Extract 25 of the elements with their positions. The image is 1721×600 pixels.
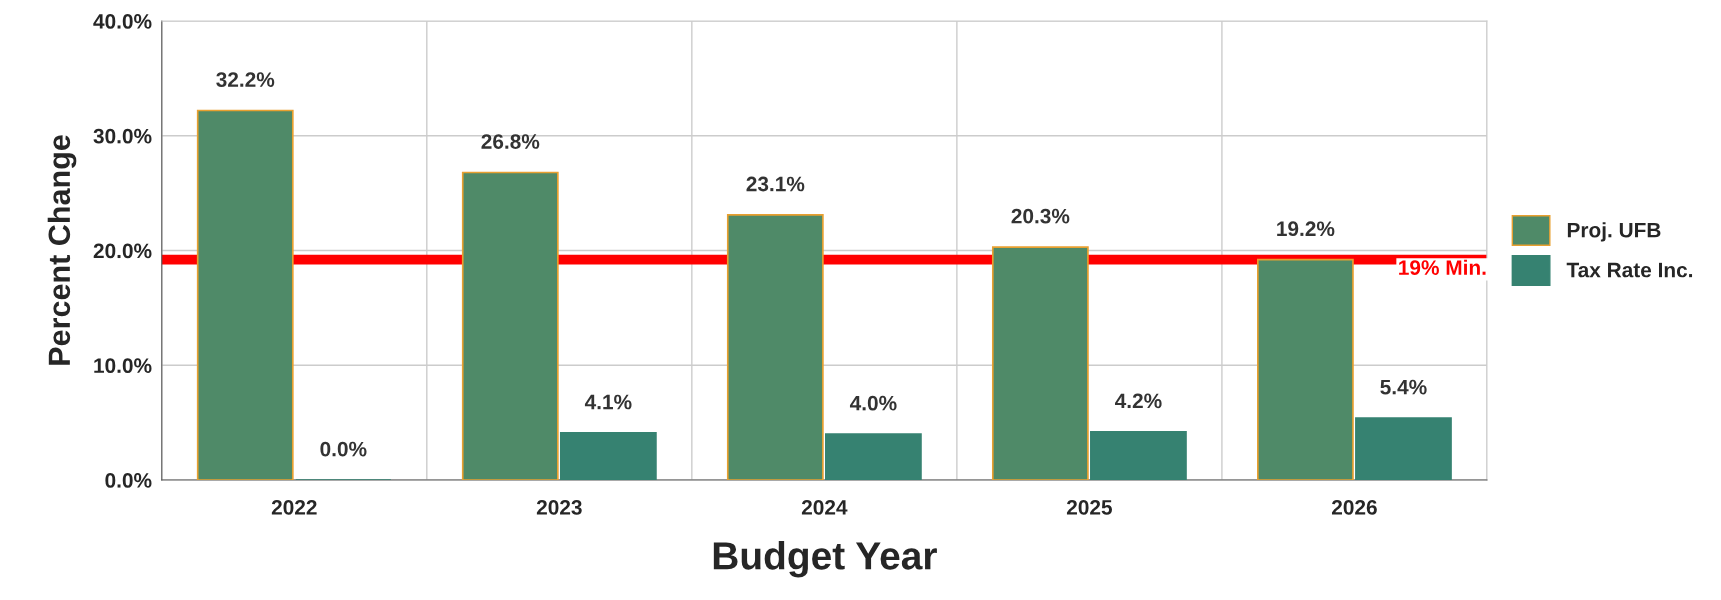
data-label: 0.0% (320, 441, 367, 457)
ref-line-label: 19% Min. (1399, 259, 1486, 275)
data-label: 26.8% (481, 134, 540, 149)
x-tick-label: 2024 (801, 499, 848, 515)
y-axis-title: Percent Change (47, 135, 77, 365)
data-label: 19.2% (1277, 221, 1335, 237)
y-tick-label: 10.0% (94, 358, 152, 373)
data-label: 5.4% (1380, 379, 1427, 395)
y-tick-label: 40.0% (93, 14, 152, 29)
data-label: 32.2% (216, 72, 275, 87)
x-tick-label: 2022 (271, 499, 317, 515)
x-tick-label: 2026 (1331, 499, 1377, 515)
data-label: 4.1% (584, 394, 632, 410)
x-axis-title: Budget Year (713, 541, 937, 578)
data-label: 20.3% (1011, 208, 1070, 224)
legend-label: Proj. UFB (1567, 222, 1661, 242)
data-label: 4.2% (1115, 393, 1162, 409)
y-tick-label: 20.0% (93, 243, 152, 259)
x-tick-label: 2025 (1066, 499, 1112, 515)
y-tick-label: 30.0% (93, 128, 152, 144)
x-tick-label: 2023 (536, 499, 582, 515)
y-tick-label: 0.0% (105, 473, 152, 488)
data-label: 23.1% (746, 176, 805, 192)
legend-label: Tax Rate Inc. (1566, 262, 1693, 278)
data-label: 4.0% (849, 395, 897, 411)
